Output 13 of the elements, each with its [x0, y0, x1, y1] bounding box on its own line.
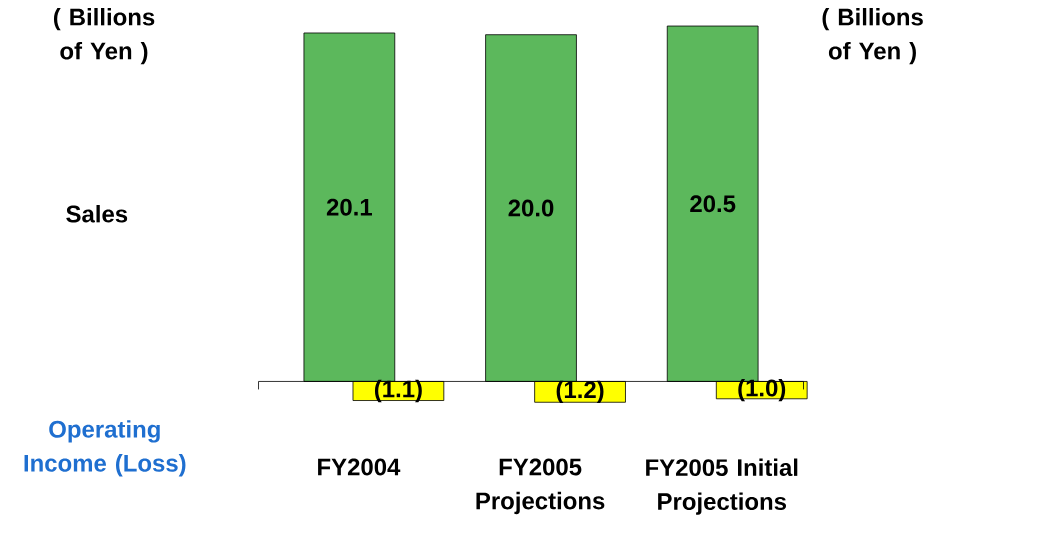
x-tick-label: FY2005 Projections [476, 458, 605, 515]
data-label: 20.0 [508, 199, 554, 217]
data-label: (1.1) [374, 379, 422, 403]
data-label: (1.2) [556, 380, 604, 403]
text: Operating Income (Loss) [24, 420, 186, 477]
x-tick-label: FY2005 Initial Projections [646, 458, 798, 515]
text: Sales [66, 204, 128, 223]
text: ( Billions of Yen ) [53, 7, 155, 65]
data-label: 20.1 [326, 198, 372, 216]
text: ( Billions of Yen ) [822, 7, 923, 65]
x-tick-label: FY2004 [318, 458, 401, 476]
data-label: 20.5 [690, 195, 736, 213]
data-label: (1.0) [738, 378, 786, 402]
